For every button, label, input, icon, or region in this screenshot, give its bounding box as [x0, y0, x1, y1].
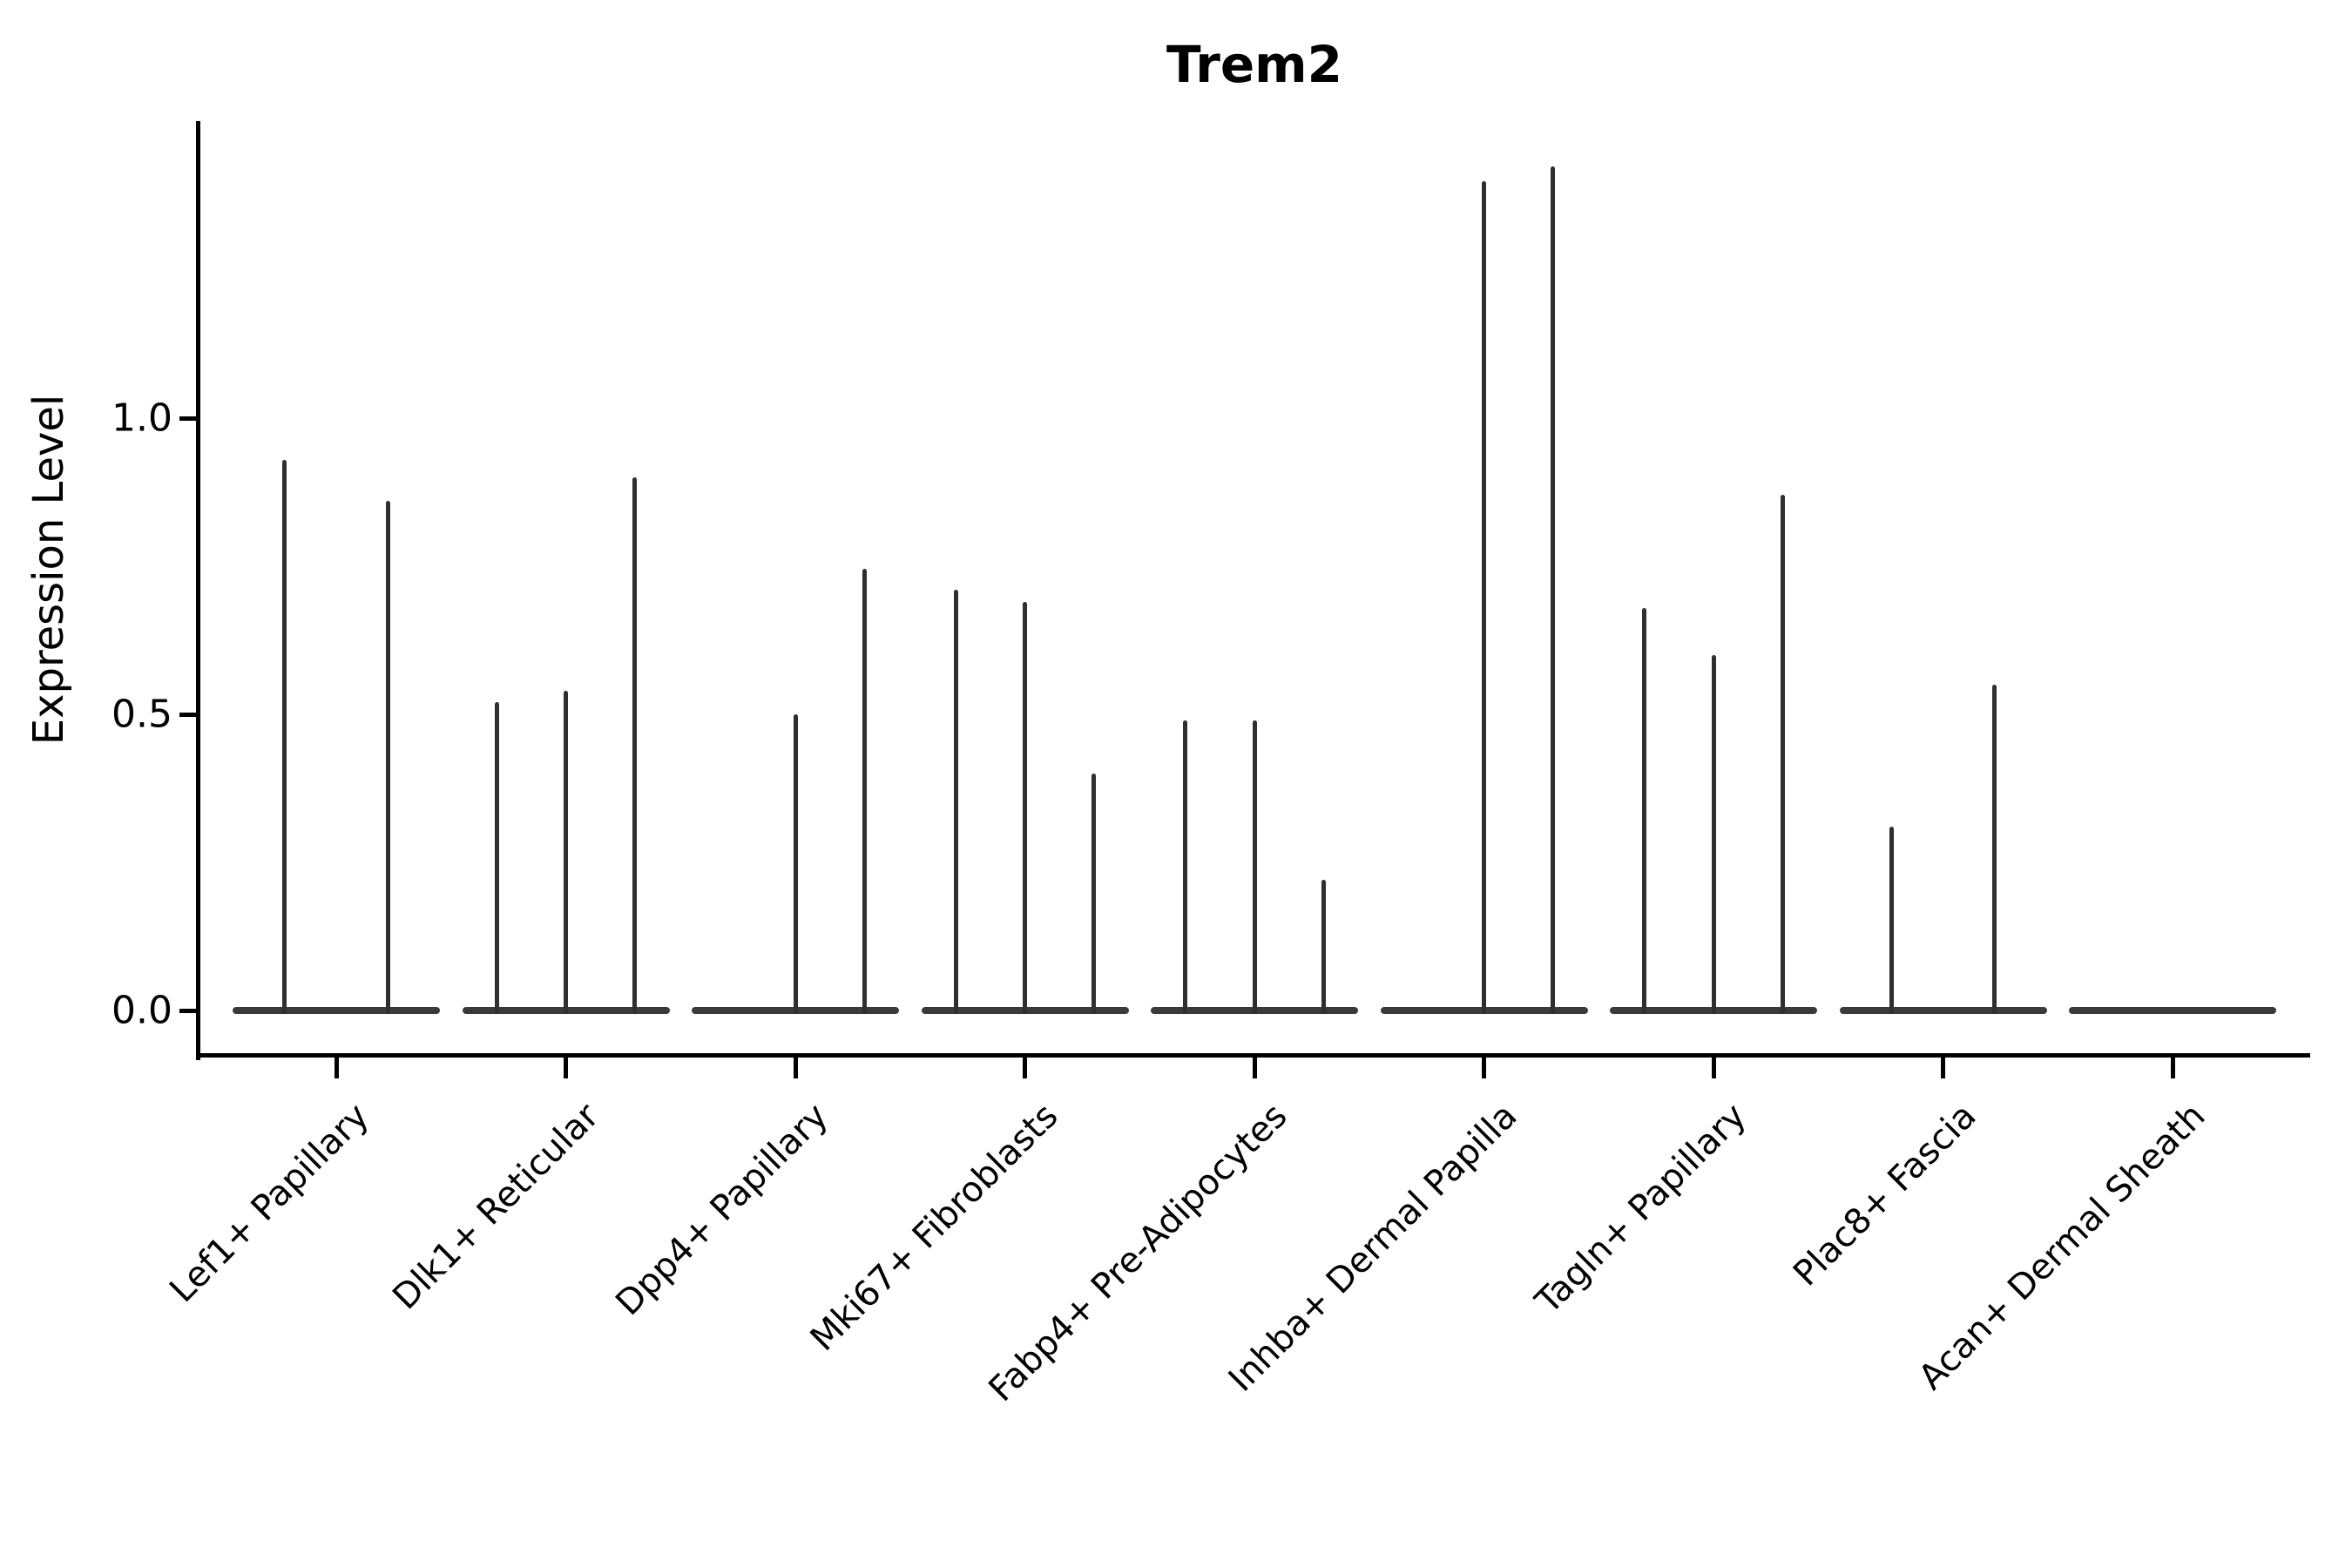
violin-spike	[632, 477, 638, 1014]
x-tick-mark	[564, 1056, 568, 1078]
y-tick-label: 0.0	[112, 988, 172, 1033]
x-tick-label: Lef1+ Papillary	[162, 1096, 377, 1311]
x-tick-mark	[2170, 1056, 2175, 1078]
x-tick-label: Plac8+ Fascia	[1785, 1096, 1984, 1294]
violin-spike	[1482, 181, 1486, 1014]
violin-spike	[282, 459, 287, 1014]
violin-spike	[1023, 601, 1027, 1014]
y-axis-label: Expression Level	[24, 394, 73, 746]
violin-spike	[494, 702, 499, 1014]
violin-spike	[1092, 774, 1097, 1014]
y-axis-spine	[196, 121, 200, 1060]
x-tick-mark	[1023, 1056, 1027, 1078]
x-tick-mark	[793, 1056, 798, 1078]
y-tick-label: 1.0	[112, 395, 172, 441]
violin-spike	[1711, 655, 1716, 1014]
violin-spike	[1992, 685, 1997, 1014]
x-tick-mark	[1711, 1056, 1716, 1078]
violin-spike	[1183, 720, 1188, 1014]
violin-spike	[1780, 495, 1785, 1014]
violin-spike	[1321, 880, 1326, 1014]
violin-spike	[1252, 720, 1257, 1014]
x-tick-label: Tagln+ Papillary	[1528, 1096, 1754, 1322]
x-tick-label: Dpp4+ Papillary	[608, 1096, 836, 1324]
violin-spike	[1642, 607, 1647, 1014]
y-tick-mark	[179, 416, 199, 421]
y-tick-mark	[179, 1008, 199, 1013]
y-tick-mark	[179, 712, 199, 717]
violin-spike	[793, 714, 798, 1014]
violin-spike	[953, 590, 958, 1014]
x-tick-mark	[334, 1056, 339, 1078]
violin-base	[1839, 1007, 2047, 1014]
chart-title: Trem2	[1166, 35, 1342, 94]
x-tick-mark	[1941, 1056, 1945, 1078]
violin-base	[2069, 1007, 2276, 1014]
x-tick-mark	[1482, 1056, 1486, 1078]
violin-spike	[862, 569, 867, 1014]
violin-spike	[1889, 827, 1894, 1014]
y-tick-label: 0.5	[112, 692, 172, 737]
violin-spike	[385, 501, 390, 1014]
violin-spike	[1551, 166, 1556, 1014]
violin-spike	[564, 690, 568, 1014]
violin-base	[233, 1007, 440, 1014]
x-tick-label: Dlk1+ Reticular	[384, 1096, 607, 1318]
x-tick-label: Mki67+ Fibroblasts	[802, 1096, 1066, 1359]
x-tick-mark	[1252, 1056, 1257, 1078]
x-axis-spine	[196, 1053, 2310, 1058]
